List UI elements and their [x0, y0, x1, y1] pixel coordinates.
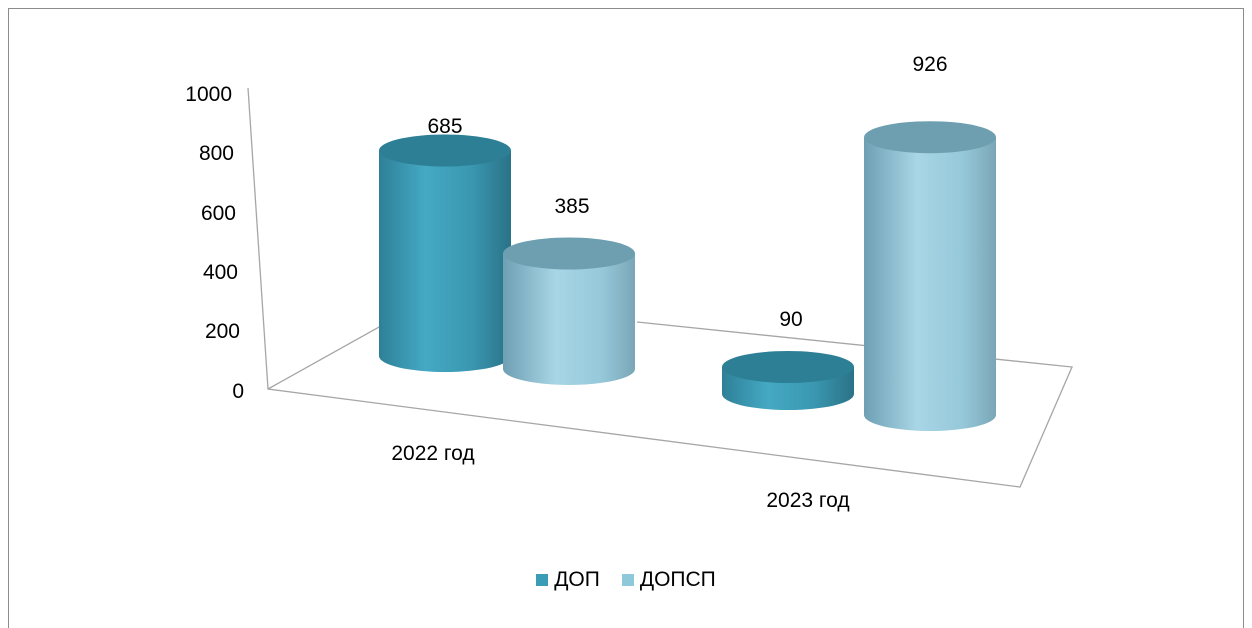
bar-dop-2023	[722, 351, 854, 410]
y-tick-label: 0	[232, 380, 244, 403]
cylinder-body	[503, 253, 635, 385]
cylinder-top	[864, 121, 996, 154]
legend-swatch-dop	[536, 574, 549, 586]
data-label-dop-2022: 685	[427, 115, 462, 138]
legend-item-dop: ДОП	[536, 568, 600, 592]
y-tick-label: 200	[205, 320, 240, 343]
cylinder-top	[379, 134, 511, 167]
y-tick-label: 600	[201, 202, 236, 225]
category-label: 2022 год	[391, 442, 474, 465]
legend: ДОП ДОПСП	[0, 568, 1252, 592]
legend-swatch-dopsp	[621, 574, 634, 586]
category-label: 2023 год	[766, 489, 849, 512]
cylinder-top	[722, 351, 854, 383]
y-axis: 0 200 400 600 800 1000	[185, 83, 244, 403]
bar-dop-2022	[379, 134, 511, 372]
data-label-dop-2023: 90	[779, 308, 802, 331]
data-label-dopsp-2022: 385	[554, 195, 589, 218]
y-tick-label: 800	[199, 142, 234, 165]
cylinder-body	[864, 137, 996, 431]
bars	[379, 121, 996, 431]
cylinder-body	[379, 150, 511, 372]
data-label-dopsp-2023: 926	[912, 53, 947, 76]
bar-dopsp-2023	[864, 121, 996, 431]
legend-item-dopsp: ДОПСП	[621, 568, 716, 592]
cylinder-top	[503, 237, 635, 270]
x-axis: 2022 год 2023 год	[391, 442, 849, 512]
legend-label-dop: ДОП	[554, 568, 600, 591]
y-tick-label: 1000	[185, 83, 232, 106]
y-tick-label: 400	[203, 261, 238, 284]
data-labels: 685 90 385 926	[427, 53, 947, 331]
legend-label-dopsp: ДОПСП	[639, 568, 716, 591]
bar-dopsp-2022	[503, 237, 635, 385]
